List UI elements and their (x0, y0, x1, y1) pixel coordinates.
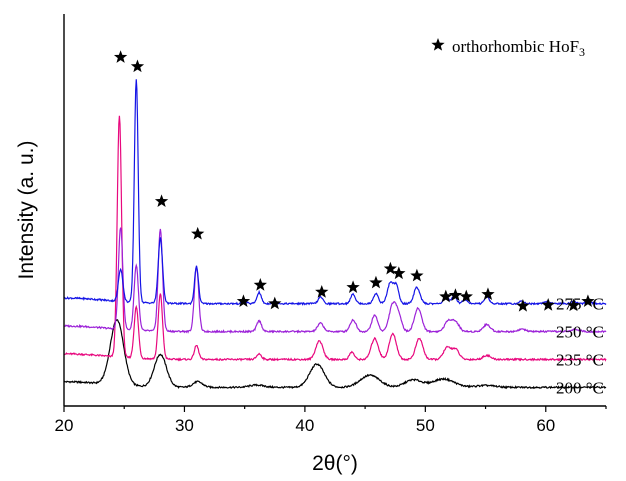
x-tick-label: 20 (55, 416, 74, 435)
series-label-200: 200 °C (556, 378, 604, 397)
star-marker (541, 298, 555, 311)
star-marker (154, 194, 169, 208)
x-axis-title: 2θ(°) (312, 452, 358, 475)
legend: orthorhombic HoF3 (431, 37, 585, 59)
star-marker (113, 50, 128, 63)
series-line-200 (63, 319, 607, 390)
series-label-250: 250 °C (556, 323, 604, 342)
star-marker (516, 298, 530, 312)
star-marker (410, 268, 424, 282)
star-marker (346, 280, 360, 294)
series-label-275: 275 °C (556, 295, 604, 314)
series-line-250 (63, 227, 607, 334)
legend-label-sub: 3 (579, 45, 585, 59)
x-tick-label: 30 (175, 416, 194, 435)
y-axis-title: Intensity (a. u.) (15, 141, 38, 280)
star-marker (481, 287, 495, 301)
star-marker (253, 278, 267, 291)
star-marker (268, 296, 282, 310)
star-marker (448, 288, 463, 301)
legend-star-icon (431, 38, 445, 51)
plot-lines (63, 79, 607, 390)
x-tick-label: 50 (416, 416, 435, 435)
star-marker (130, 59, 145, 73)
x-tick-label: 60 (536, 416, 555, 435)
star-marker (383, 261, 398, 275)
series-line-275 (63, 79, 607, 306)
star-marker (566, 298, 581, 312)
star-marker (191, 226, 205, 240)
star-marker (369, 275, 383, 289)
series-line-235 (63, 115, 607, 362)
legend-label: orthorhombic HoF3 (452, 37, 585, 59)
x-ticks: 20 30 40 50 60 (55, 406, 607, 435)
star-marker (315, 285, 329, 298)
legend-label-main: orthorhombic HoF (452, 37, 579, 56)
star-marker (459, 289, 473, 303)
series-labels: 200 °C 235 °C 250 °C 275 °C (556, 295, 604, 398)
star-marker (439, 289, 453, 303)
star-marker (581, 294, 595, 307)
x-tick-label: 40 (295, 416, 314, 435)
series-label-235: 235 °C (556, 350, 604, 369)
star-markers (113, 50, 595, 312)
star-marker (392, 266, 406, 280)
star-marker (236, 294, 251, 307)
